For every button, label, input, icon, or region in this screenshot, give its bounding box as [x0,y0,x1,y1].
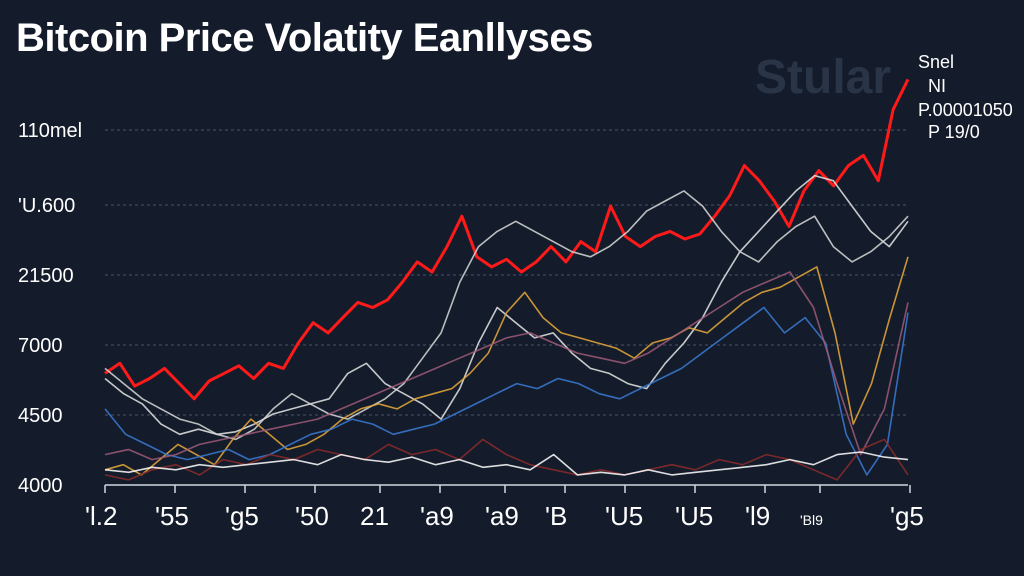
series-line [104,438,909,481]
x-tick-label: 'a9 [420,501,454,531]
legend-entry: P 19/0 [928,122,980,142]
watermark: Stular [755,51,892,104]
x-tick-label: 'g5 [890,501,924,531]
grid [105,129,908,486]
x-tick-label: 'l.2 [85,501,117,531]
legend-entry: Snel [918,52,955,72]
series-group [104,78,910,481]
y-tick-label: 110mel [18,120,82,142]
x-axis: 'l.2 '55 'g5 '50 21 'a9 'a9 'B 'U5 'U5 'l9 'Bl9 'g5 [85,485,924,531]
x-tick-label: '55 [155,501,189,531]
y-tick-label: 21500 [18,265,74,287]
x-tick-label: 'B [545,501,567,531]
y-tick-label: 'U.600 [18,195,75,217]
series-line [104,271,909,461]
x-tick-label: 'l9 [745,501,770,531]
x-tick-label: 'U5 [605,501,643,531]
series-line [104,256,909,476]
series-line [104,306,909,476]
x-tick-label: 'Bl9 [800,512,823,528]
x-tick-label: 'a9 [485,501,519,531]
series-line [104,78,910,401]
x-tick-label: '50 [295,501,329,531]
y-axis: 110mel 'U.600 21500 7000 4500 4000 [18,120,82,497]
x-tick-label: 'U5 [675,501,713,531]
legend-entry: NI [928,76,946,96]
x-tick-label: 21 [360,501,389,531]
chart-title: Bitcoin Price Volatity Eanllyses [16,16,593,60]
series-line [104,190,909,441]
y-tick-label: 7000 [18,335,63,357]
x-tick-label: 'g5 [225,501,259,531]
series-line [104,174,909,436]
y-tick-label: 4500 [18,405,63,427]
legend-entry: P.00001050 [918,100,1013,120]
y-tick-label: 4000 [18,475,63,497]
series-line [104,451,909,476]
